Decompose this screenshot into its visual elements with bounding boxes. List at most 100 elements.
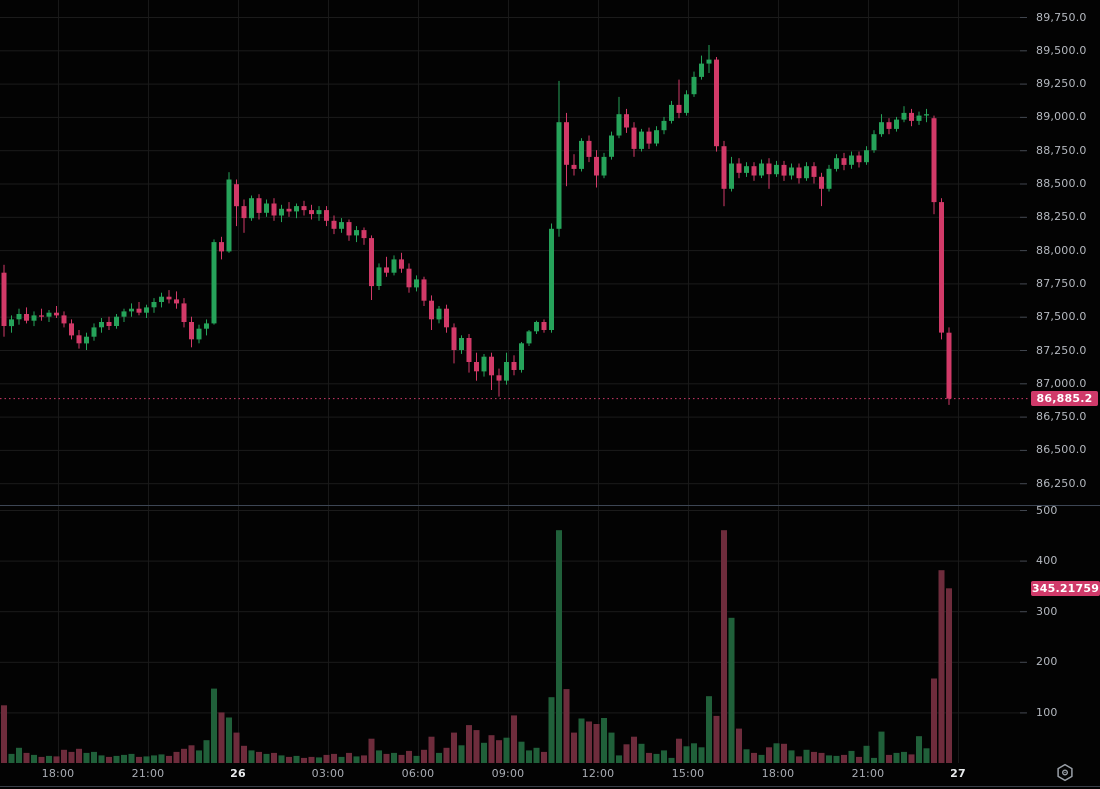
candle-body: [541, 322, 547, 330]
candle: [594, 150, 599, 188]
candle-body: [519, 343, 524, 370]
grid-hline: [0, 560, 1026, 562]
volume-bar: [196, 750, 202, 763]
candle: [939, 198, 944, 340]
candle-body: [1, 272, 7, 326]
grid-vline: [418, 0, 419, 763]
candle-body: [46, 312, 52, 317]
candle: [481, 354, 487, 377]
volume-bar: [901, 751, 907, 763]
candle-body: [24, 314, 29, 321]
volume-tick: [1020, 611, 1027, 613]
candle-wick: [708, 45, 710, 73]
volume-tick: [1020, 560, 1027, 562]
volume-bar: [878, 731, 885, 763]
candle: [729, 156, 734, 192]
candle: [241, 199, 247, 233]
candle: [676, 79, 682, 119]
candle-body: [219, 242, 224, 252]
grid-hline: [0, 250, 1026, 252]
volume-bar: [728, 617, 735, 763]
candle: [631, 122, 637, 157]
candle: [804, 162, 809, 181]
candle: [384, 256, 389, 277]
candle: [31, 311, 37, 327]
volume-bar: [848, 750, 855, 763]
volume-bar: [796, 756, 802, 763]
volume-bar: [698, 747, 705, 763]
volume-bar: [616, 755, 622, 763]
candle: [706, 45, 712, 73]
candle: [451, 323, 457, 364]
volume-bar: [278, 755, 285, 763]
candle-body: [661, 120, 667, 131]
volume-bar: [496, 740, 502, 763]
grid-vline: [688, 0, 689, 763]
volume-bar: [61, 749, 67, 763]
candle: [181, 298, 187, 328]
candle: [736, 158, 742, 179]
candle-body: [646, 131, 652, 144]
candle: [376, 263, 382, 290]
grid-vline: [868, 0, 869, 763]
volume-bar: [263, 753, 270, 763]
volume-bar: [391, 752, 397, 763]
candle-body: [399, 259, 404, 269]
grid-hline: [0, 449, 1026, 451]
volume-bar: [691, 743, 697, 763]
candle-body: [571, 164, 577, 169]
candle: [429, 295, 434, 330]
candle-body: [654, 130, 659, 144]
candle-body: [339, 222, 344, 229]
volume-bar: [106, 756, 112, 763]
candle: [414, 275, 419, 292]
candle: [459, 335, 464, 354]
candle-wick: [56, 306, 57, 318]
volume-bar: [541, 751, 547, 763]
candle-body: [744, 166, 749, 173]
volume-bar: [676, 738, 682, 763]
volume-bar: [683, 746, 690, 763]
candle-body: [181, 303, 187, 322]
candle-body: [196, 328, 202, 340]
volume-bar: [608, 732, 615, 763]
candle: [444, 304, 449, 333]
price-tick: [1020, 216, 1027, 218]
volume-bar: [563, 689, 570, 763]
volume-bar: [16, 747, 22, 763]
candle-body: [121, 311, 127, 317]
volume-axis-label: 500: [1036, 503, 1058, 517]
candle-body: [721, 146, 727, 189]
volume-bar: [443, 747, 450, 763]
settings-icon[interactable]: [1053, 762, 1077, 784]
price-tick: [1020, 116, 1027, 118]
candle-body: [496, 375, 502, 381]
candle: [841, 152, 847, 171]
grid-hline: [0, 611, 1026, 613]
volume-bar: [346, 752, 352, 763]
volume-bar: [466, 725, 472, 764]
candle-body: [616, 114, 622, 136]
pane-separator[interactable]: [0, 505, 1100, 506]
candle-body: [16, 314, 22, 320]
price-tick: [1020, 150, 1027, 152]
candle: [129, 303, 134, 317]
candle: [121, 308, 127, 322]
grid-hline: [0, 483, 1026, 485]
candle-body: [624, 114, 629, 128]
candle-body: [931, 118, 937, 203]
candle-body: [526, 331, 532, 344]
grid-hline: [0, 83, 1026, 85]
candle-body: [391, 259, 397, 273]
candle-body: [466, 338, 472, 362]
volume-bar: [421, 749, 427, 763]
candle-body: [84, 336, 89, 344]
hexagon-shape: [1057, 763, 1073, 782]
time-axis-label: 03:00: [311, 767, 345, 780]
volume-bar: [646, 752, 652, 763]
price-axis-label: 89,000.0: [1036, 110, 1087, 124]
volume-bar: [218, 712, 225, 763]
candle-body: [264, 203, 269, 213]
candle-body: [871, 134, 877, 151]
